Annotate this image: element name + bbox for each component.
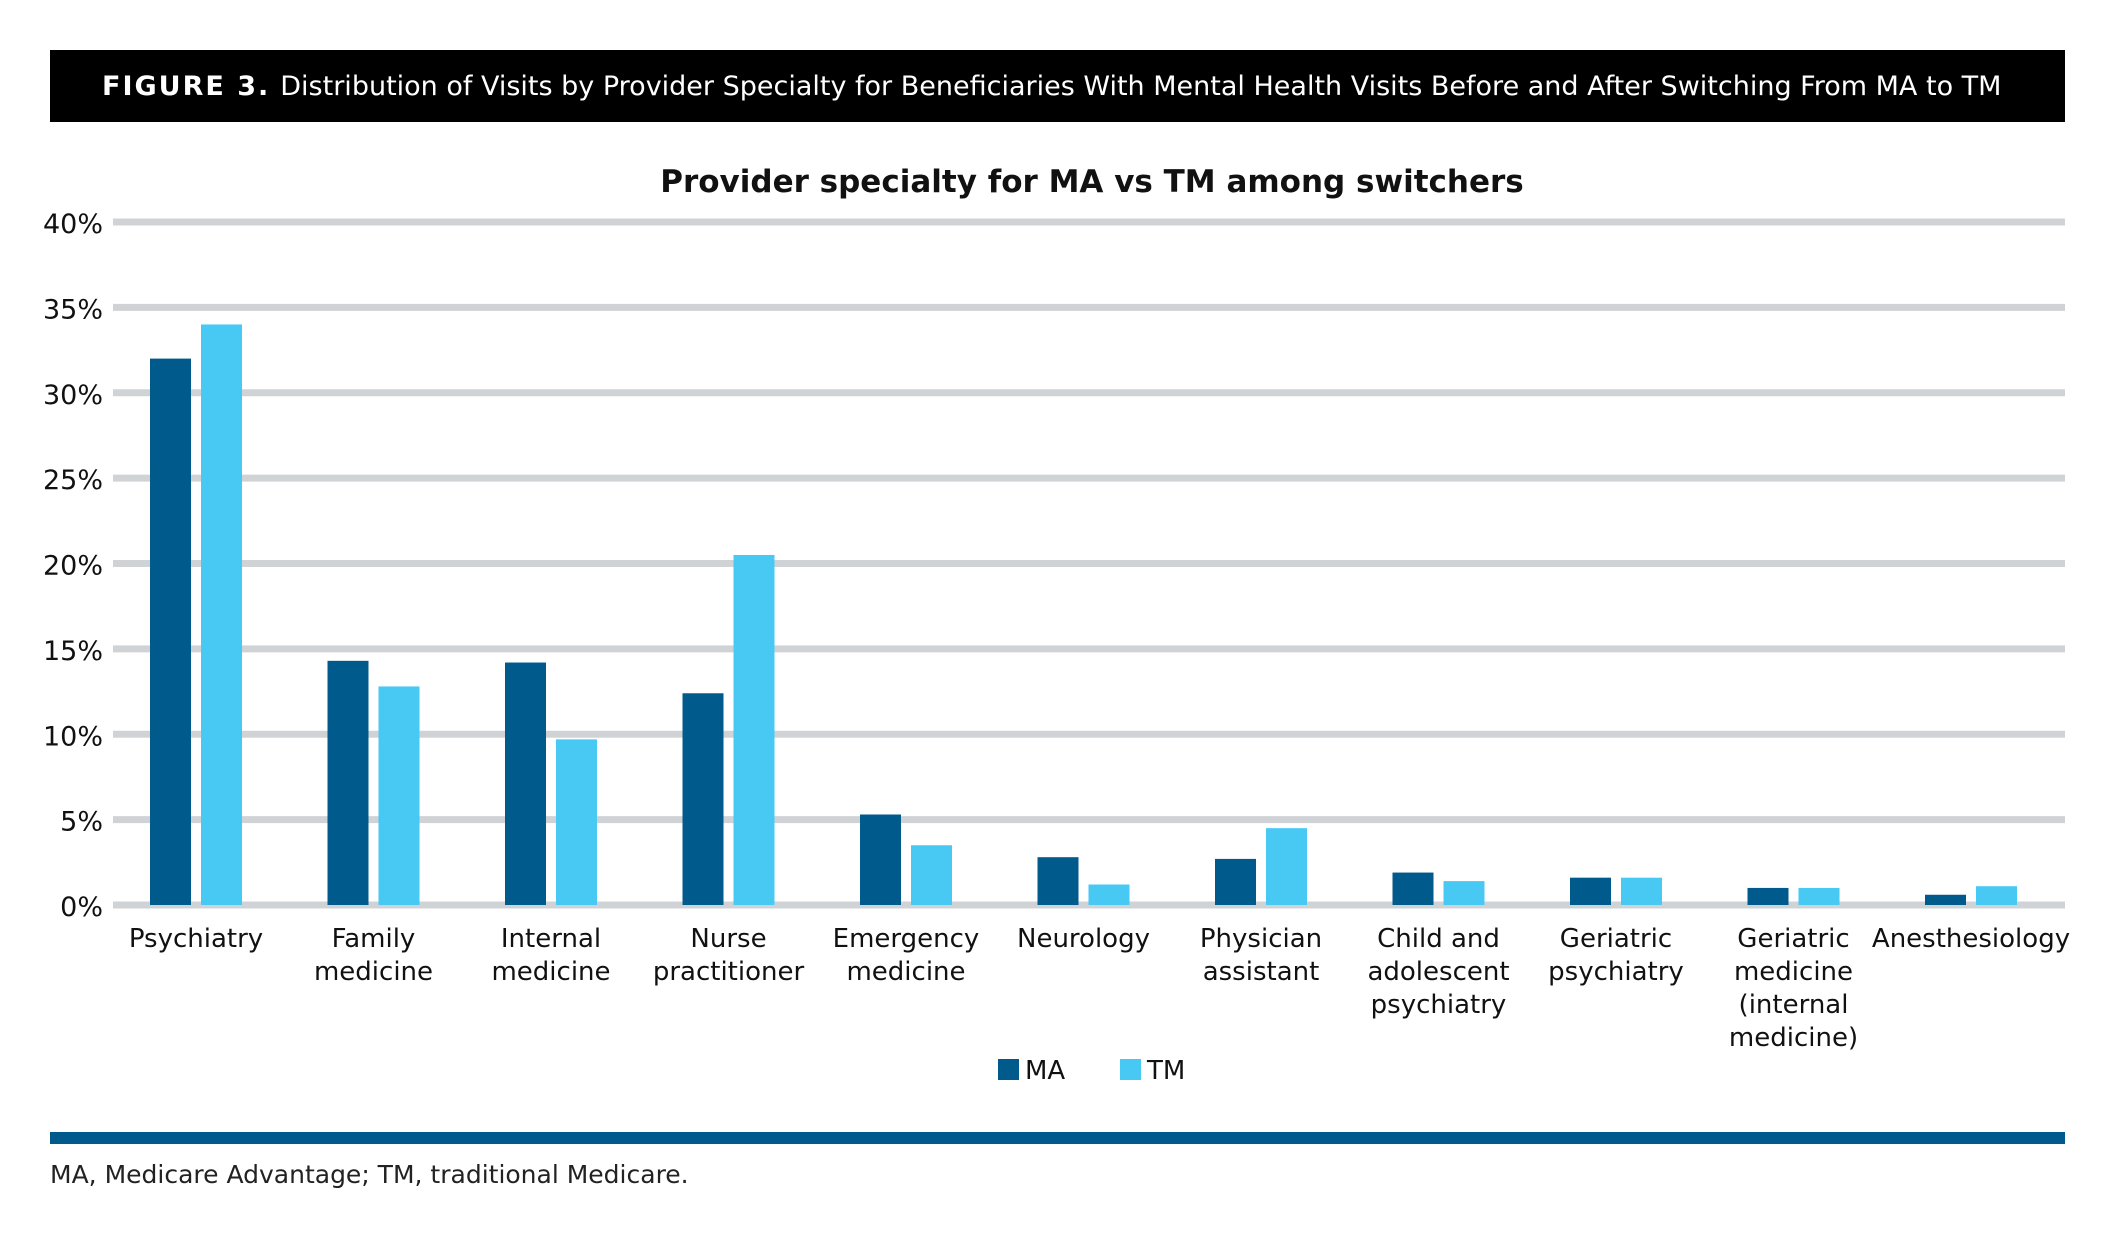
x-tick-label: Internal medicine [491,924,610,987]
bar-ma [1037,857,1079,905]
footer-rule [50,1132,2065,1144]
bar-tm [201,324,242,905]
x-tick-label: Nurse practitioner [653,924,805,987]
bar-tm [1266,828,1307,905]
bar-tm [1443,881,1485,905]
y-tick-label: 30% [43,380,103,411]
bar-ma [860,814,901,905]
y-axis: 0% 5% 10% 15% 20% 25% 30% 35% 40% [43,209,103,923]
bars [150,324,2017,906]
figure-label: FIGURE 3. [102,70,271,102]
bar-tm [556,739,597,905]
x-tick-label: Neurology [1017,924,1150,954]
bar-ma [1215,858,1256,905]
bar-tm [733,554,775,905]
y-tick-label: 35% [43,294,103,325]
y-tick-label: 15% [43,636,103,667]
x-tick-label: Physician assistant [1200,924,1322,987]
bar-ma [327,660,369,905]
legend-label-ma: MA [1025,1056,1065,1086]
y-tick-label: 10% [43,721,103,752]
bar-ma [682,693,724,905]
legend: MA TM [998,1056,1185,1086]
bar-tm [1976,886,2017,905]
bar-tm [911,845,952,905]
x-tick-label: Anesthesiology [1872,924,2070,954]
bar-ma [1747,887,1789,905]
legend-label-tm: TM [1146,1056,1185,1086]
x-tick-label: Geriatric psychiatry [1548,924,1684,987]
chart-title: Provider specialty for MA vs TM among sw… [660,164,1524,200]
bar-tm [1621,877,1662,905]
y-tick-label: 5% [60,807,103,838]
bar-ma [1925,894,1966,905]
x-axis: Psychiatry Family medicine Internal medicine… [129,924,2070,1053]
y-tick-label: 25% [43,465,103,496]
footnote: MA, Medicare Advantage; TM, traditional … [50,1160,689,1189]
x-tick-label: Geriatric medicine (internal medicine) [1729,924,1858,1053]
x-tick-label: Emergency medicine [833,924,980,987]
gridlines [113,218,2065,909]
x-tick-label: Psychiatry [129,924,263,954]
bar-tm [378,686,420,905]
figure-header: FIGURE 3. Distribution of Visits by Prov… [50,50,2065,122]
y-tick-label: 20% [43,551,103,582]
legend-swatch-tm [1120,1059,1141,1080]
bar-ma [1570,877,1611,905]
bar-ma [150,358,191,906]
bar-tm [1088,884,1130,905]
bar-tm [1798,887,1840,905]
x-tick-label: Child and adolescent psychiatry [1367,924,1509,1020]
y-tick-label: 0% [60,892,103,923]
x-tick-label: Family medicine [314,924,433,987]
legend-swatch-ma [998,1059,1019,1080]
bar-ma [505,662,546,905]
figure-caption: Distribution of Visits by Provider Speci… [280,70,2002,102]
bar-ma [1392,872,1434,905]
y-tick-label: 40% [43,209,103,240]
